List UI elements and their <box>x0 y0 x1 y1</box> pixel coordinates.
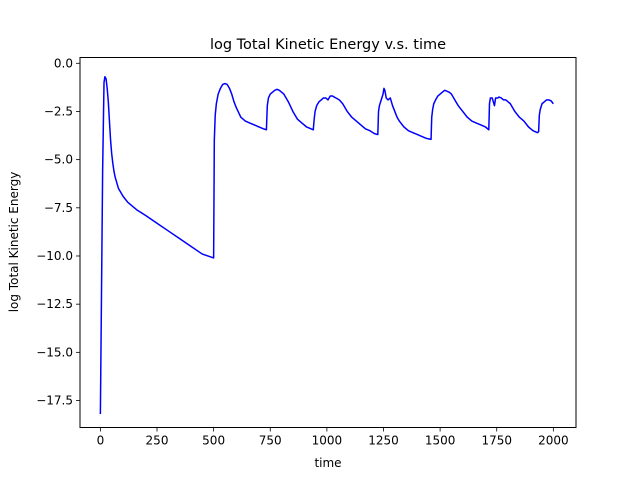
x-tick-label: 500 <box>202 434 225 448</box>
series-layer <box>99 76 554 415</box>
y-tick-label: −10.0 <box>36 249 73 263</box>
series-line-0 <box>99 76 554 415</box>
x-axis: 0 250 500 750 1000 1250 1500 1750 2000 <box>97 427 569 448</box>
y-axis-label: log Total Kinetic Energy <box>7 172 21 313</box>
x-tick-label: 0 <box>97 434 105 448</box>
x-tick-label: 1250 <box>368 434 399 448</box>
x-tick-label: 1000 <box>312 434 343 448</box>
x-tick-label: 1500 <box>425 434 456 448</box>
x-tick-label: 750 <box>259 434 282 448</box>
y-tick-label: −17.5 <box>36 394 73 408</box>
y-axis: 0.0 −2.5 −5.0 −7.5 −10.0 −12.5 −15.0 −17.5 <box>36 56 80 408</box>
x-axis-label: time <box>314 456 341 470</box>
y-tick-label: −15.0 <box>36 345 73 359</box>
x-tick-label: 2000 <box>538 434 569 448</box>
y-tick-label: −5.0 <box>44 153 73 167</box>
y-tick-label: −7.5 <box>44 201 73 215</box>
x-tick-label: 250 <box>146 434 169 448</box>
y-tick-label: 0.0 <box>54 56 73 70</box>
y-tick-label: −12.5 <box>36 297 73 311</box>
x-tick-label: 1750 <box>481 434 512 448</box>
y-tick-label: −2.5 <box>44 104 73 118</box>
chart-title: log Total Kinetic Energy v.s. time <box>210 37 446 53</box>
plot-frame <box>79 57 577 428</box>
